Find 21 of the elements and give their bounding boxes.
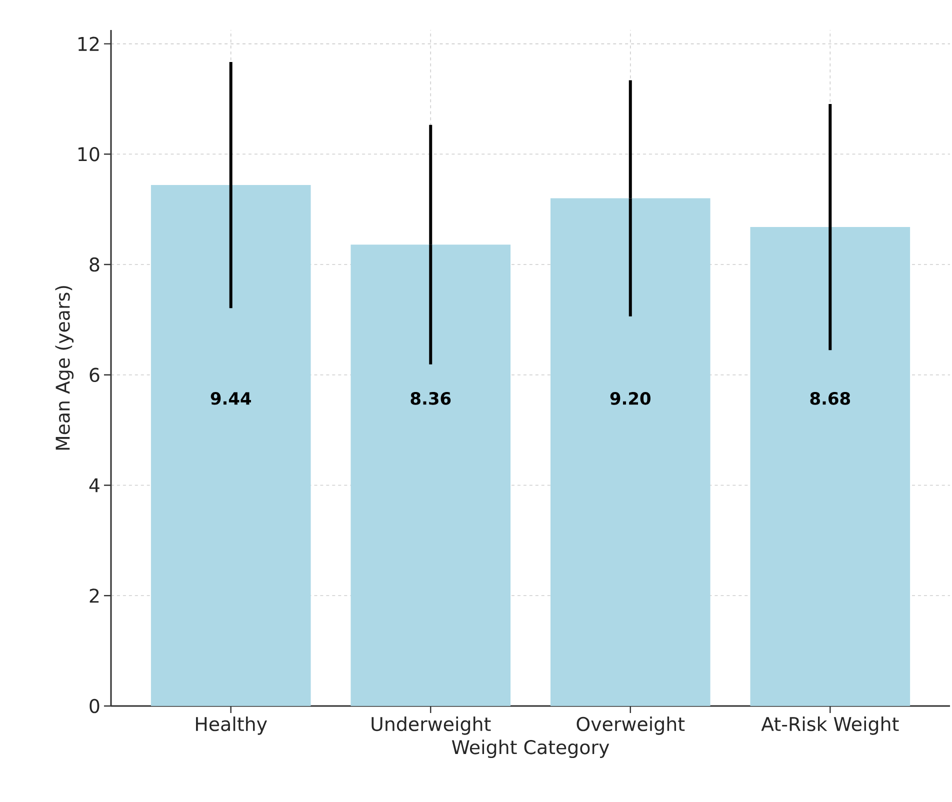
data-label: 9.20 [610,392,650,405]
bar [150,185,311,706]
x-tick-label: Overweight [576,716,685,735]
x-tick-label: Underweight [372,716,491,735]
y-tick-label: 6 [90,368,100,382]
y-tick-label: 12 [78,36,99,51]
data-label: 9.44 [210,392,251,405]
y-tick-label: 4 [89,478,100,492]
x-tick-label: At-Risk Weight [761,716,899,735]
y-tick-label: 0 [90,698,100,714]
x-tick-label: Healthy [196,716,267,735]
data-label: 8.36 [410,392,451,405]
bar [550,198,710,706]
x-axis-title: Weight Category [452,740,610,758]
y-tick-label: 2 [90,588,99,603]
bar [750,227,910,706]
y-axis-title: Mean Age (years) [55,286,74,450]
y-tick-label: 10 [78,147,100,162]
y-tick-label: 8 [90,257,100,272]
data-label: 8.68 [810,392,850,405]
bar [350,244,511,706]
